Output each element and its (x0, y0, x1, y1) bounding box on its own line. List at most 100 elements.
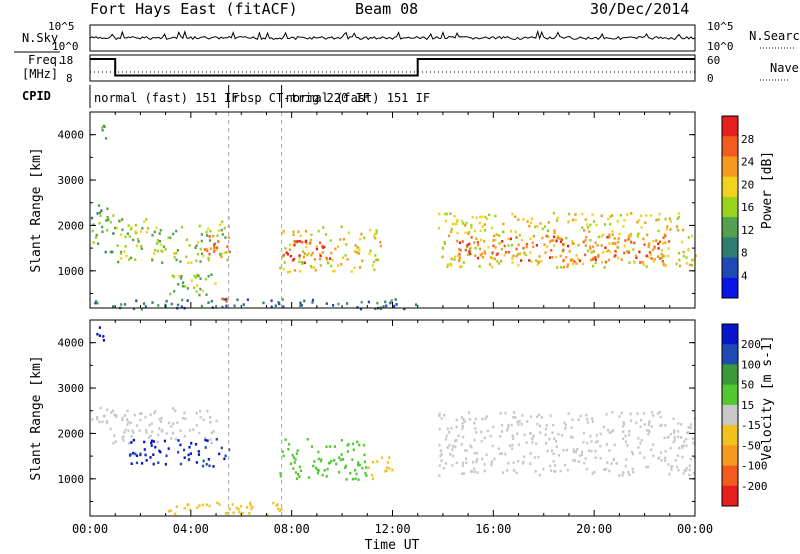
echo-cell (671, 464, 674, 468)
echo-cell (483, 229, 487, 232)
echo-cell (192, 428, 195, 432)
echo-cell (461, 240, 464, 243)
echo-cell (664, 424, 667, 427)
echo-cell (589, 434, 592, 438)
echo-cell (98, 334, 101, 337)
echo-cell (485, 217, 489, 221)
echo-cell (460, 416, 463, 419)
echo-cell (681, 445, 684, 448)
echo-cell (149, 413, 152, 416)
echo-cell (677, 422, 680, 425)
echo-cell (357, 478, 360, 481)
colorbar-tick-label: 12 (741, 224, 754, 237)
colorbar-tick-label: 16 (741, 201, 754, 214)
cpid-segment-label: rbsp CT-trig 220 IF (233, 91, 370, 105)
echo-cell (611, 242, 614, 245)
echo-cell (214, 242, 217, 246)
echo-cell (281, 450, 284, 453)
echo-cell (627, 251, 630, 254)
echo-cell (112, 305, 115, 308)
echo-cell (373, 234, 376, 238)
echo-cell (204, 437, 207, 440)
echo-cell (470, 226, 473, 230)
echo-cell (282, 267, 285, 271)
echo-cell (167, 447, 170, 450)
echo-cell (569, 258, 572, 262)
echo-cell (327, 461, 331, 465)
echo-cell (448, 234, 451, 238)
echo-cell (236, 298, 239, 301)
echo-cell (298, 269, 302, 273)
echo-cell (622, 425, 625, 428)
echo-cell (630, 212, 633, 215)
velocity-panel: 4000 3000 2000 1000 Slant Range [km] 200 100… (29, 319, 775, 517)
echo-cell (638, 451, 642, 455)
echo-cell (176, 303, 180, 307)
echo-cell (627, 235, 630, 238)
echo-cell (175, 258, 178, 262)
echo-cell (278, 509, 281, 513)
echo-cell (491, 251, 494, 254)
echo-cell (471, 460, 475, 464)
echo-cell (333, 445, 336, 448)
echo-cell (628, 261, 631, 264)
echo-cell (604, 246, 607, 249)
echo-cell (556, 216, 559, 220)
echo-cell (600, 214, 603, 218)
time-tick-label: 20:00 (576, 522, 612, 536)
echo-cell (581, 212, 584, 216)
echo-cell (415, 303, 418, 306)
echo-cell (321, 473, 324, 477)
echo-cell (194, 246, 197, 249)
echo-cell (341, 256, 345, 259)
echo-cell (510, 244, 513, 247)
echo-cell (477, 243, 480, 247)
echo-cell (389, 301, 392, 305)
echo-cell (360, 300, 363, 304)
echo-cell (123, 250, 126, 254)
echo-cell (199, 409, 202, 413)
velocity-ylabel: Slant Range [km] (29, 355, 44, 480)
echo-cell (481, 457, 484, 461)
echo-cell (663, 255, 666, 258)
echo-cell (536, 415, 539, 419)
echo-cell (525, 242, 529, 246)
y-tick-label: 1000 (58, 265, 85, 278)
echo-cell (332, 304, 335, 307)
echo-cell (456, 220, 459, 223)
colorbar-tick-label: -200 (741, 480, 768, 493)
echo-cell (345, 478, 348, 481)
echo-cell (592, 264, 595, 268)
echo-cell (138, 412, 141, 416)
echo-cell (618, 474, 621, 477)
echo-cell (385, 469, 388, 472)
echo-cell (676, 217, 679, 220)
echo-cell (455, 222, 458, 226)
echo-cell (602, 251, 605, 254)
echo-cell (365, 466, 368, 469)
echo-cell (599, 456, 602, 460)
echo-cell (384, 470, 387, 473)
echo-cell (587, 226, 590, 229)
echo-cell (562, 243, 565, 246)
echo-cell (512, 416, 515, 419)
echo-cell (218, 452, 221, 456)
echo-cell (611, 214, 614, 217)
echo-cell (599, 444, 602, 448)
echo-cell (201, 464, 205, 468)
colorbar-tick-label: 50 (741, 379, 754, 392)
echo-cell (635, 256, 638, 259)
y-tick-label: 2000 (58, 427, 85, 440)
echo-cell (125, 254, 128, 258)
echo-cell (214, 282, 217, 285)
echo-cell (640, 438, 643, 442)
echo-cell (226, 511, 229, 515)
echo-cell (692, 441, 695, 445)
echo-cell (213, 246, 216, 249)
echo-cell (468, 250, 471, 253)
echo-cell (340, 263, 343, 266)
echo-cell (469, 252, 472, 256)
echo-cell (374, 236, 377, 240)
echo-cell (659, 415, 662, 419)
echo-cell (170, 302, 173, 306)
